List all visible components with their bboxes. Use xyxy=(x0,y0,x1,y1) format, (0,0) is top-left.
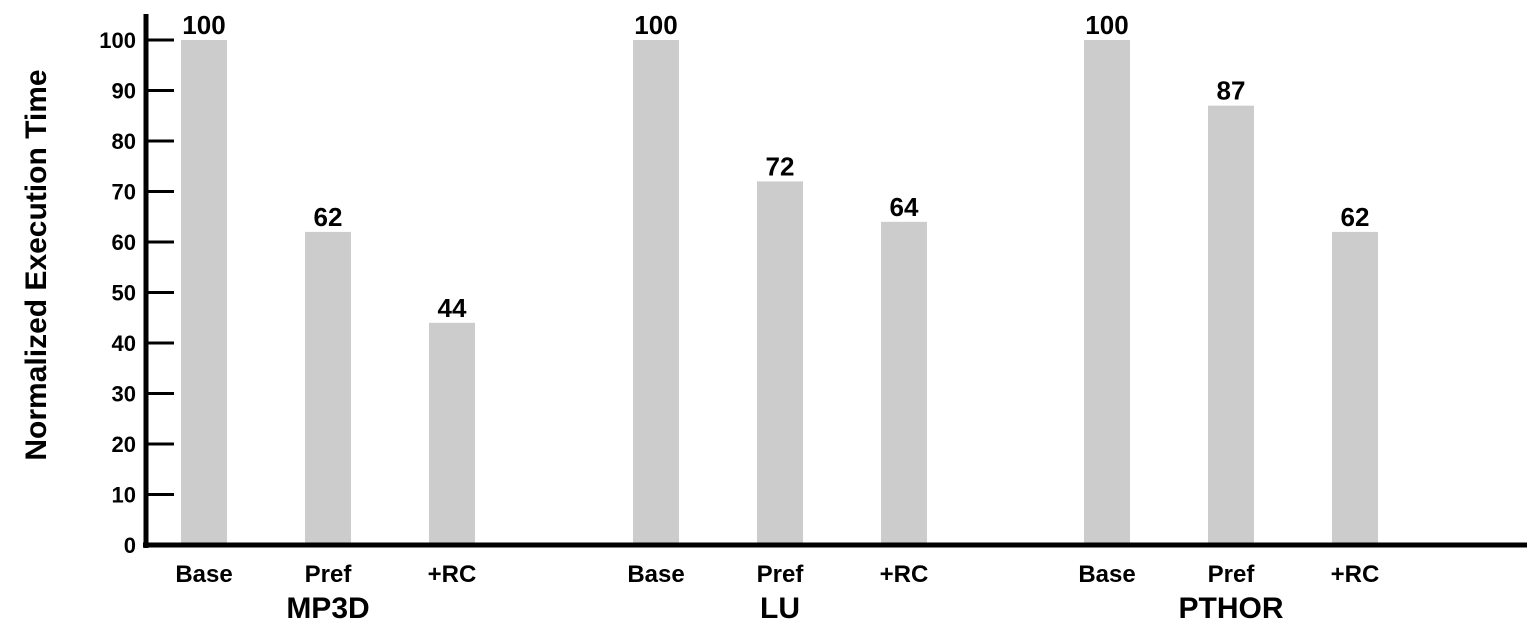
category-label: Pref xyxy=(1208,561,1256,588)
category-label: Base xyxy=(175,561,232,588)
y-tick-label: 20 xyxy=(112,432,136,457)
value-label: 62 xyxy=(314,202,343,232)
bar-lu-1 xyxy=(757,181,803,545)
y-tick-label: 80 xyxy=(112,129,136,154)
bars-layer: 100 Base 62 Pref 44 +RC MP3D 100 Base 72 Pref 64 +RC… xyxy=(175,10,1379,624)
y-tick-label: 0 xyxy=(124,533,136,558)
value-label: 100 xyxy=(182,10,225,40)
y-tick-label: 10 xyxy=(112,483,136,508)
y-tick-label: 50 xyxy=(112,281,136,306)
bar-pthor-0 xyxy=(1084,40,1130,545)
bar-lu-2 xyxy=(881,221,927,546)
value-label: 64 xyxy=(890,192,919,222)
y-tick-label: 70 xyxy=(112,180,136,205)
category-label: +RC xyxy=(1331,561,1380,588)
bar-pthor-1 xyxy=(1208,105,1254,546)
value-label: 100 xyxy=(634,10,677,40)
category-label: +RC xyxy=(880,561,929,588)
value-label: 87 xyxy=(1217,76,1246,106)
category-label: +RC xyxy=(428,561,477,588)
value-label: 62 xyxy=(1341,202,1370,232)
y-axis-label: Normalized Execution Time xyxy=(20,69,53,460)
y-tick-label: 100 xyxy=(99,28,136,53)
bar-mp3d-1 xyxy=(305,231,351,545)
value-label: 100 xyxy=(1085,10,1128,40)
y-tick-label: 90 xyxy=(112,79,136,104)
axes-layer: 0 10 20 30 40 50 60 70 80 90 100 xyxy=(99,14,1527,558)
category-label: Base xyxy=(1078,561,1135,588)
bar-mp3d-0 xyxy=(181,40,227,545)
bar-mp3d-2 xyxy=(429,322,475,545)
category-label: Pref xyxy=(757,561,805,588)
group-label-pthor: PTHOR xyxy=(1179,592,1284,624)
bar-pthor-2 xyxy=(1332,231,1378,545)
group-label-mp3d: MP3D xyxy=(286,592,369,624)
y-tick-label: 40 xyxy=(112,331,136,356)
value-label: 72 xyxy=(766,151,795,181)
bar-lu-0 xyxy=(633,40,679,545)
category-label: Pref xyxy=(305,561,353,588)
value-label: 44 xyxy=(438,293,467,323)
y-tick-label: 60 xyxy=(112,230,136,255)
y-tick-label: 30 xyxy=(112,382,136,407)
category-label: Base xyxy=(627,561,684,588)
group-label-lu: LU xyxy=(760,592,800,624)
